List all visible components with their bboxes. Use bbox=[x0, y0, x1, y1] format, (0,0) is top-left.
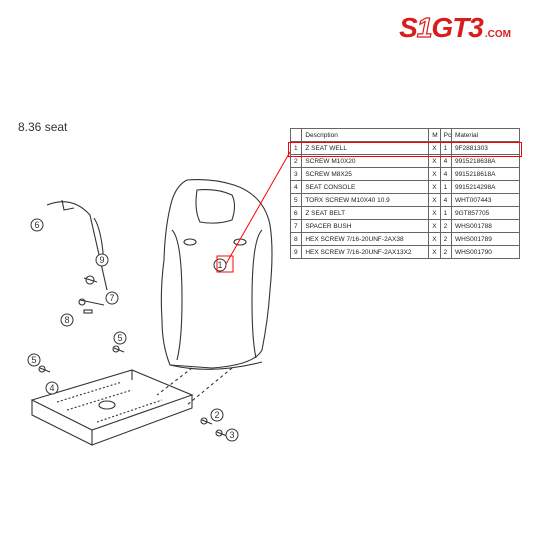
svg-text:7: 7 bbox=[109, 293, 114, 303]
logo-gt3: GT3 bbox=[431, 12, 482, 43]
table-row: 7SPACER BUSHX2WHS001788 bbox=[291, 220, 520, 233]
col-m: M bbox=[429, 129, 440, 142]
table-row: 5TORX SCREW M10X40 10.9X4WHT007443 bbox=[291, 194, 520, 207]
section-title: 8.36 seat bbox=[18, 120, 67, 134]
table-row: 1Z SEAT WELLX19F2881303 bbox=[291, 142, 520, 155]
table-header-row: Description M Pc. Material bbox=[291, 129, 520, 142]
table-row: 3SCREW M8X25X49915218618A bbox=[291, 168, 520, 181]
table-row: 8HEX SCREW 7/16-20UNF-2AX38X2WHS001789 bbox=[291, 233, 520, 246]
svg-text:3: 3 bbox=[229, 430, 234, 440]
diagram-svg: 1 6 9 7 8 5 5 4 2 3 bbox=[12, 170, 282, 460]
svg-text:2: 2 bbox=[214, 410, 219, 420]
table-row: 6Z SEAT BELTX19GT857705 bbox=[291, 207, 520, 220]
logo-suffix: .COM bbox=[485, 29, 511, 40]
col-index bbox=[291, 129, 302, 142]
svg-text:5: 5 bbox=[31, 355, 36, 365]
svg-text:6: 6 bbox=[34, 220, 39, 230]
table-row: 4SEAT CONSOLEX19915214298A bbox=[291, 181, 520, 194]
svg-text:5: 5 bbox=[117, 333, 122, 343]
col-description: Description bbox=[302, 129, 429, 142]
table-row: 9HEX SCREW 7/16-20UNF-2AX13X2X2WHS001790 bbox=[291, 246, 520, 259]
brand-logo: S1GT3.COM bbox=[399, 12, 511, 44]
svg-text:4: 4 bbox=[49, 383, 54, 393]
svg-text:1: 1 bbox=[217, 260, 222, 270]
logo-1: 1 bbox=[417, 12, 432, 43]
table-body: 1Z SEAT WELLX19F2881303 2SCREW M10X20X49… bbox=[291, 142, 520, 259]
parts-table: Description M Pc. Material 1Z SEAT WELLX… bbox=[290, 128, 520, 259]
col-material: Material bbox=[451, 129, 519, 142]
table-row: 2SCREW M10X20X49915218638A bbox=[291, 155, 520, 168]
col-pc: Pc. bbox=[440, 129, 451, 142]
svg-text:8: 8 bbox=[64, 315, 69, 325]
seat-diagram: 1 6 9 7 8 5 5 4 2 3 bbox=[12, 170, 282, 460]
svg-text:9: 9 bbox=[99, 255, 104, 265]
logo-s: S bbox=[399, 12, 417, 43]
